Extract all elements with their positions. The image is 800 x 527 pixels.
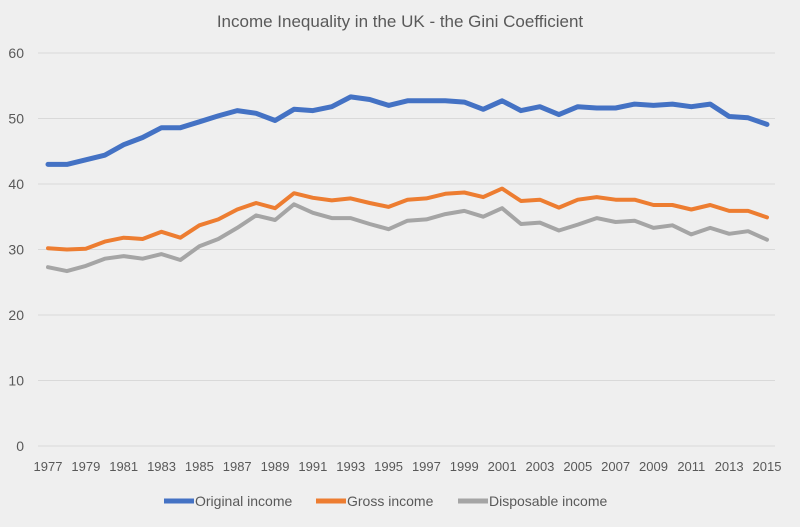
y-tick-label: 20 (8, 307, 24, 323)
y-tick-label: 30 (8, 242, 24, 258)
x-tick-label: 2005 (563, 459, 592, 474)
x-tick-label: 1985 (185, 459, 214, 474)
series-line-disposable-income (46, 202, 769, 274)
x-tick-label: 2009 (639, 459, 668, 474)
x-tick-label: 1999 (450, 459, 479, 474)
x-tick-label: 1981 (109, 459, 138, 474)
x-tick-label: 2011 (677, 459, 705, 474)
legend-label: Original income (195, 493, 292, 509)
y-tick-label: 50 (8, 111, 24, 127)
x-tick-label: 1997 (412, 459, 441, 474)
y-tick-label: 0 (16, 438, 24, 454)
legend-label: Disposable income (489, 493, 607, 509)
x-tick-label: 2015 (753, 459, 782, 474)
x-tick-label: 1979 (71, 459, 100, 474)
x-tick-label: 2013 (715, 459, 744, 474)
x-tick-label: 2007 (601, 459, 630, 474)
series-line-gross-income (46, 186, 769, 252)
x-tick-label: 2001 (488, 459, 517, 474)
x-tick-label: 2003 (525, 459, 554, 474)
x-tick-label: 1989 (261, 459, 290, 474)
x-tick-label: 1987 (223, 459, 252, 474)
chart-title: Income Inequality in the UK - the Gini C… (217, 12, 584, 31)
x-tick-label: 1995 (374, 459, 403, 474)
legend-label: Gross income (347, 493, 434, 509)
series-line-original-income (45, 94, 770, 167)
x-tick-label: 1983 (147, 459, 176, 474)
y-tick-label: 40 (8, 176, 24, 192)
y-tick-label: 10 (8, 373, 24, 389)
x-tick-label: 1991 (298, 459, 327, 474)
x-tick-label: 1993 (336, 459, 365, 474)
y-tick-label: 60 (8, 45, 24, 61)
x-tick-label: 1977 (34, 459, 63, 474)
